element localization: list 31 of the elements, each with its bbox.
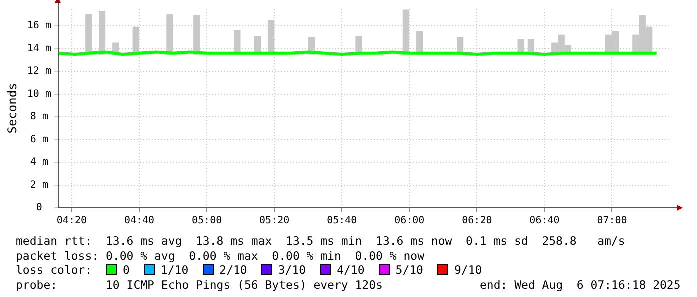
text: 5/10 <box>396 263 424 277</box>
x-tick-label: 05:20 <box>260 216 290 227</box>
y-tick-label: 2 m <box>30 180 48 191</box>
x-tick-label: 05:00 <box>192 216 222 227</box>
y-tick-label: 8 m <box>30 112 48 123</box>
x-tick-label: 04:20 <box>56 216 88 227</box>
text: 2/10 <box>220 263 248 277</box>
x-tick-label: 06:20 <box>462 216 492 227</box>
text: probe: 10 ICMP Echo Pings (56 Bytes) every 120s <box>16 278 383 292</box>
text: packet loss: 0.00 % avg 0.00 % max 0.00 % min 0.00 % now <box>16 248 424 262</box>
y-tick-label: 16 m <box>27 20 52 32</box>
y-tick-label: 4 m <box>30 157 48 168</box>
x-tick-label: 04:40 <box>124 216 155 227</box>
y-tick-label: 6 m <box>30 134 48 146</box>
text: 9/10 <box>454 263 482 277</box>
y-tick-label: 0 <box>36 202 42 214</box>
x-tick-label: 05:40 <box>327 216 358 227</box>
y-axis-title: Seconds <box>5 83 20 134</box>
x-tick-label: 06:00 <box>394 216 425 227</box>
x-tick-label: 06:40 <box>530 216 560 227</box>
y-tick-label: 10 m <box>27 88 52 100</box>
text: median rtt: 13.6 ms avg 13.8 ms max 13.5 ms min 13.6 ms now 0.1 ms sd 258.8 am/s <box>16 234 626 248</box>
y-tick-label: 12 m <box>27 66 52 78</box>
text: 0 <box>123 263 130 277</box>
text: end: Wed Aug 6 07:16:18 2025 <box>480 278 681 292</box>
y-tick-label: 14 m <box>27 43 52 54</box>
text: 1/10 <box>160 263 189 277</box>
x-tick-label: 07:00 <box>597 216 628 227</box>
text: 4/10 <box>337 263 365 277</box>
text: 3/10 <box>278 263 306 277</box>
text: loss color: <box>16 263 94 277</box>
